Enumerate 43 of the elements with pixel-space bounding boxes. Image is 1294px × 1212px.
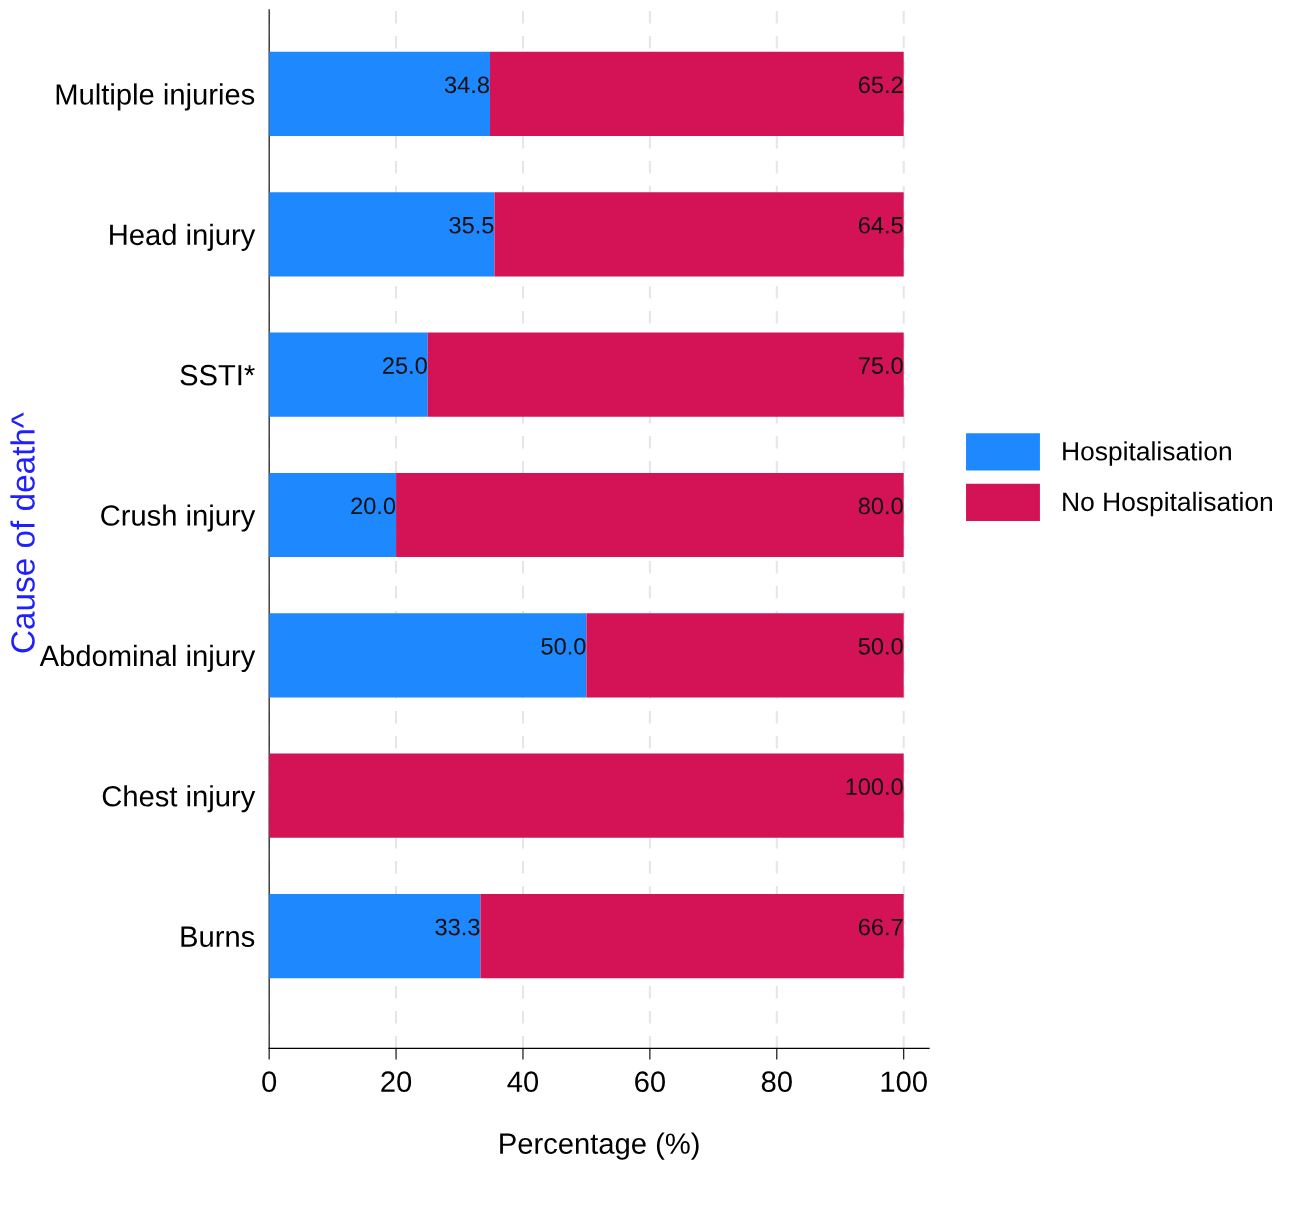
bar bbox=[269, 51, 490, 137]
bar bbox=[269, 613, 587, 698]
bar bbox=[269, 753, 904, 838]
y-tick-label: SSTI* bbox=[180, 364, 255, 386]
legend-label: No Hospitalisation bbox=[1063, 491, 1273, 517]
x-tick-label: 0 bbox=[262, 1071, 277, 1093]
data-label: 33.3 bbox=[435, 918, 480, 936]
x-tick-label: 40 bbox=[507, 1071, 539, 1093]
bar bbox=[586, 613, 904, 698]
bar bbox=[269, 332, 428, 417]
data-label: 75.0 bbox=[858, 357, 903, 374]
legend-label: Hospitalisation bbox=[1063, 441, 1231, 466]
y-tick-label: Burns bbox=[181, 926, 255, 947]
y-tick-label: Head injury bbox=[110, 223, 256, 251]
data-label: 65.2 bbox=[858, 76, 903, 94]
data-label: 80.0 bbox=[858, 497, 903, 515]
data-label: 64.5 bbox=[858, 216, 903, 234]
y-tick-label: Multiple injuries bbox=[56, 83, 255, 111]
data-label: 35.5 bbox=[449, 216, 494, 234]
bar bbox=[396, 472, 904, 558]
y-tick-label: Crush injury bbox=[101, 504, 256, 532]
y-tick-label: Chest injury bbox=[102, 785, 256, 813]
data-label: 50.0 bbox=[858, 637, 903, 655]
data-label: 50.0 bbox=[541, 637, 586, 655]
data-label: 100.0 bbox=[846, 778, 903, 796]
bar bbox=[269, 472, 397, 558]
data-label: 66.7 bbox=[858, 918, 903, 936]
bar bbox=[480, 893, 904, 979]
x-tick-label: 60 bbox=[635, 1071, 665, 1093]
y-tick-label: Abdominal injury bbox=[39, 644, 256, 672]
x-axis-title: Percentage (%) bbox=[500, 1132, 699, 1160]
y-axis-title: Cause of death^ bbox=[10, 412, 35, 653]
x-tick-label: 20 bbox=[381, 1071, 412, 1093]
bar bbox=[427, 332, 904, 417]
x-tick-label: 80 bbox=[761, 1071, 792, 1093]
bar bbox=[494, 192, 904, 277]
data-label: 34.8 bbox=[444, 76, 489, 94]
bar bbox=[269, 192, 495, 277]
data-label: 20.0 bbox=[351, 497, 396, 515]
x-tick-label: 100 bbox=[881, 1071, 927, 1093]
data-label: 25.0 bbox=[383, 357, 427, 374]
bar bbox=[269, 893, 481, 979]
bar bbox=[489, 51, 904, 137]
